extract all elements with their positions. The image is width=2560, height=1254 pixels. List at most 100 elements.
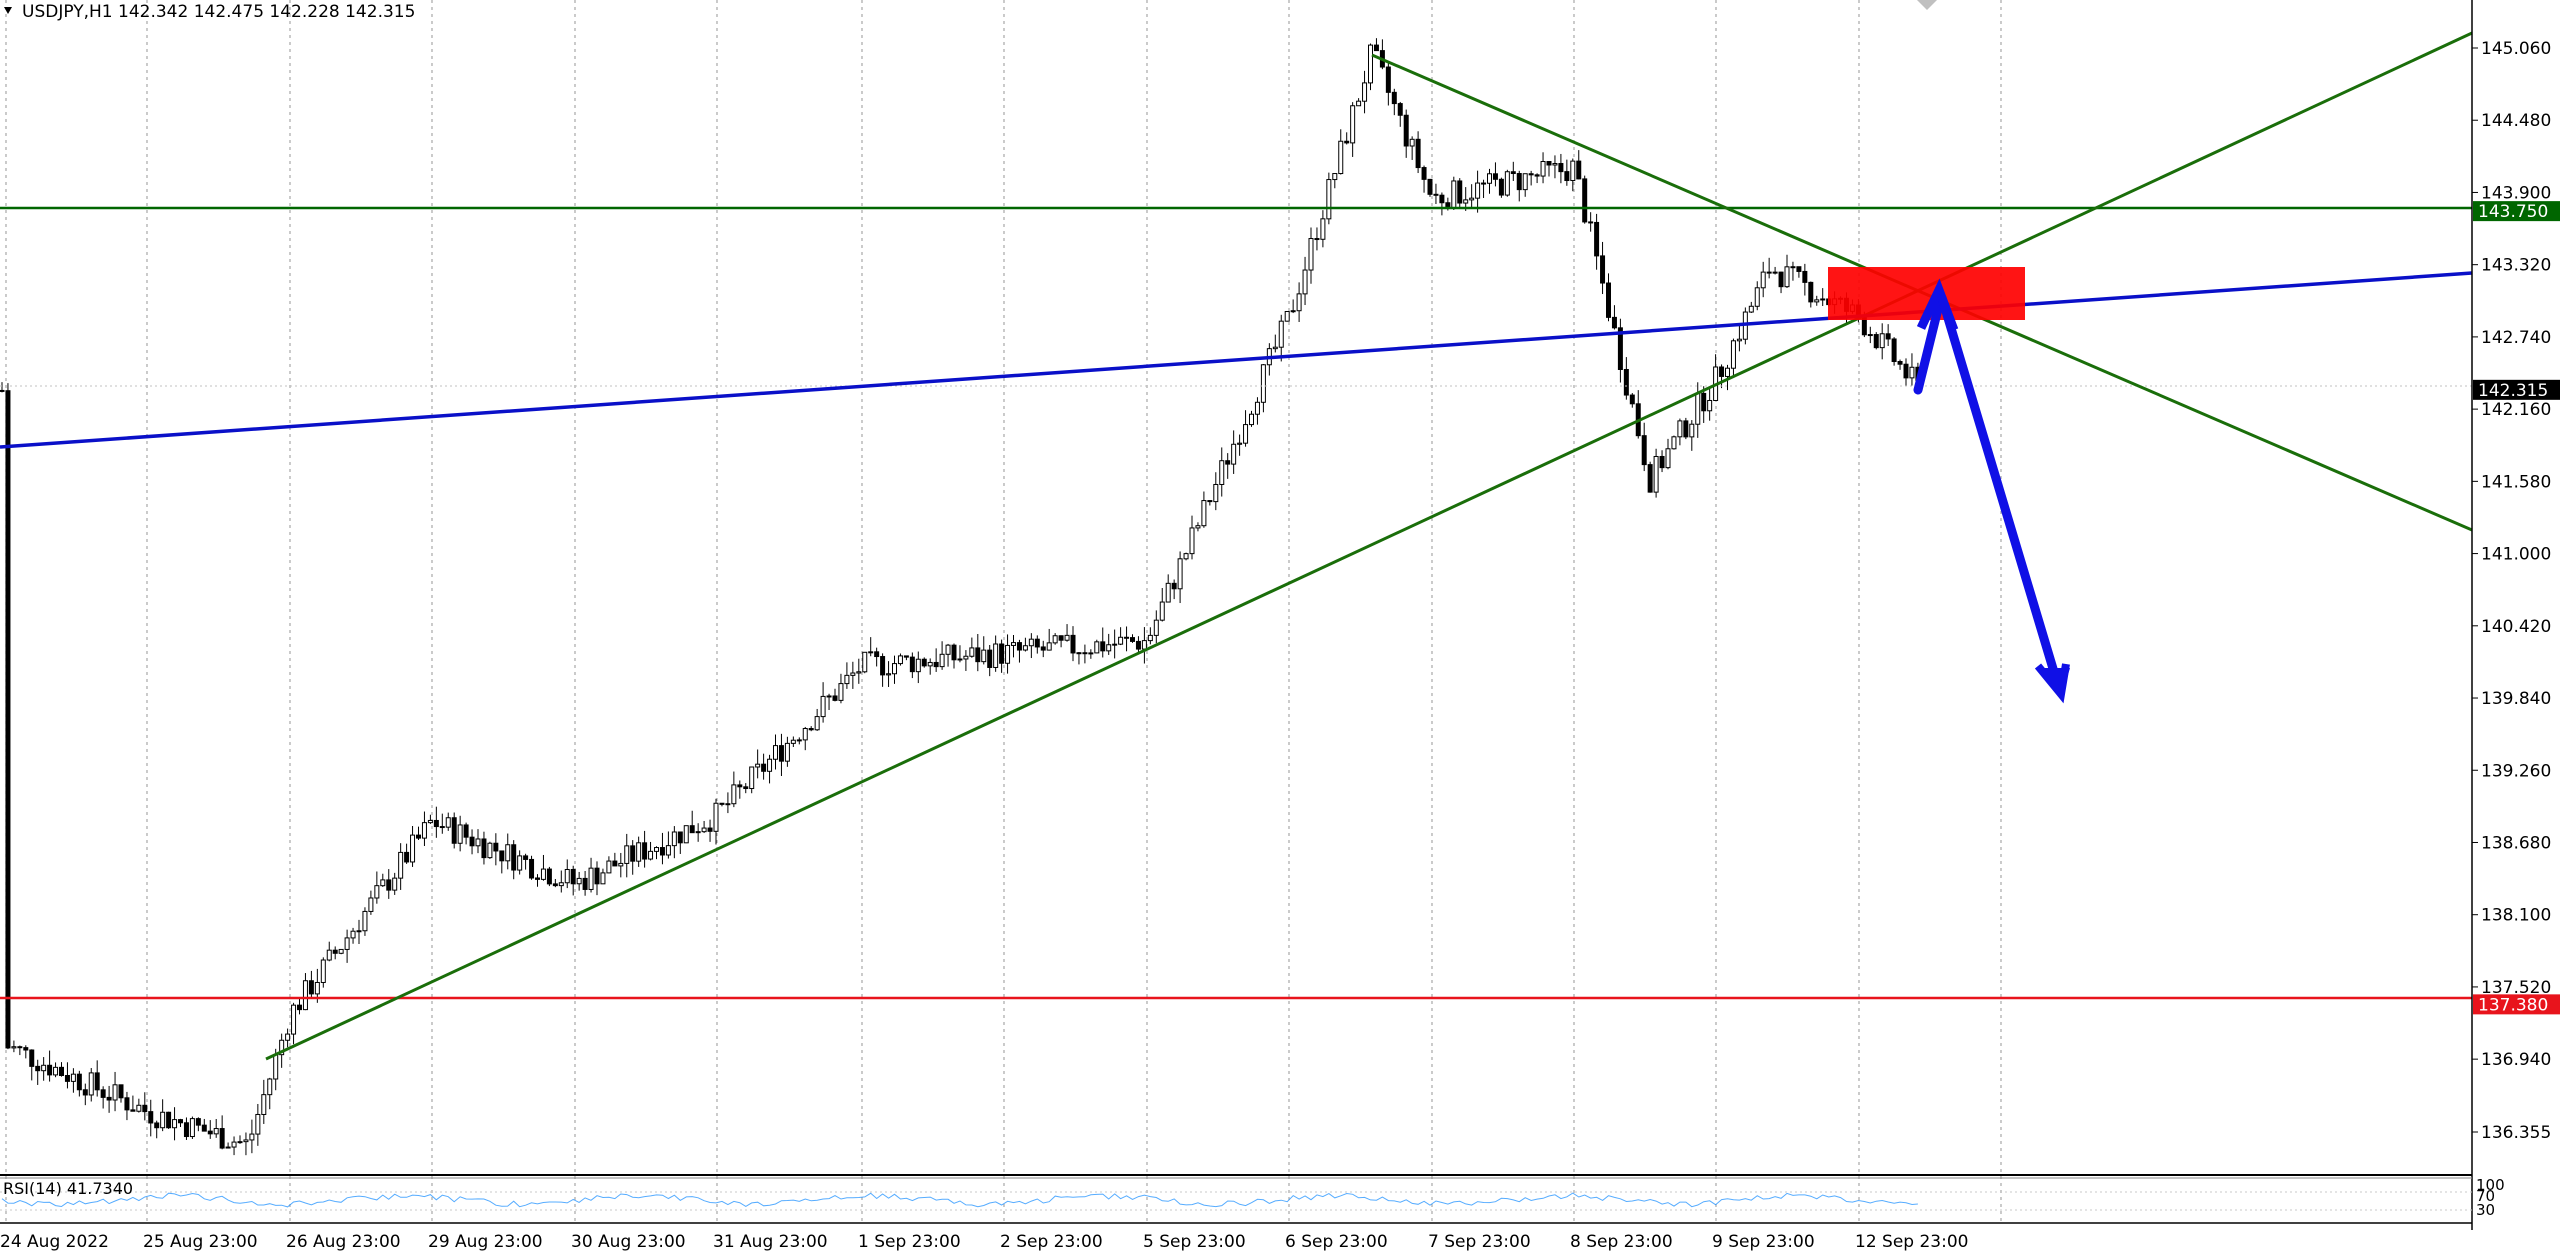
candle-body	[148, 1111, 154, 1124]
candle-body	[386, 879, 392, 891]
candle-body	[1356, 100, 1362, 107]
candle-body	[868, 651, 874, 654]
price-tick-label: 142.160	[2481, 400, 2551, 420]
candle-body	[1100, 641, 1106, 652]
candle-body	[433, 819, 439, 828]
candle-body	[1689, 423, 1695, 438]
candle-body	[1820, 298, 1826, 301]
candle-body	[291, 1004, 297, 1035]
candle-body	[761, 763, 767, 772]
candle-body	[374, 885, 380, 899]
scroll-marker-icon[interactable]	[1917, 0, 1937, 10]
candlestick-series	[0, 38, 1921, 1156]
candle-body	[350, 930, 356, 939]
price-tick-label: 137.520	[2481, 978, 2551, 998]
candle-body	[838, 683, 844, 701]
candle-body	[231, 1141, 237, 1148]
candle-body	[1701, 392, 1707, 412]
candle-body	[1153, 619, 1159, 636]
candle-body	[588, 867, 594, 890]
rsi-label: RSI(14) 41.7340	[3, 1179, 133, 1198]
candle-body	[862, 651, 868, 673]
time-axis-label: 29 Aug 23:00	[428, 1232, 543, 1252]
ascending-trendline[interactable]	[265, 31, 2473, 1061]
candle-body	[1034, 638, 1040, 648]
candle-body	[416, 834, 421, 839]
price-tick-label: 138.100	[2481, 906, 2551, 926]
candle-body	[112, 1084, 118, 1101]
candle-body	[1177, 558, 1183, 590]
candle-body	[267, 1078, 273, 1096]
forecast-arrow[interactable]	[1913, 278, 2070, 704]
candle-body	[225, 1146, 231, 1149]
candle-body	[1600, 255, 1606, 284]
candle-body	[255, 1113, 261, 1135]
rsi-level-70-label: 70	[2476, 1187, 2495, 1205]
candle-body	[1909, 366, 1915, 379]
candle-body	[1165, 582, 1171, 603]
candle-body	[850, 672, 856, 676]
candle-body	[987, 649, 993, 668]
candle-body	[439, 826, 445, 829]
candle-body	[814, 716, 820, 731]
price-tag-label: 143.750	[2478, 202, 2548, 222]
price-tick-label: 141.000	[2481, 545, 2551, 565]
candle-body	[945, 644, 951, 655]
candle-body	[1665, 448, 1671, 469]
candle-body	[183, 1122, 189, 1138]
candle-body	[874, 651, 880, 658]
candle-body	[1397, 103, 1403, 116]
price-tick-label: 139.840	[2481, 689, 2551, 709]
candle-body	[1005, 644, 1011, 664]
candle-body	[546, 868, 552, 885]
candle-body	[1249, 413, 1254, 426]
candle-body	[671, 831, 677, 847]
candle-body	[897, 655, 903, 665]
candle-body	[1659, 455, 1665, 469]
candle-body	[1897, 361, 1903, 365]
price-tick-label: 140.420	[2481, 617, 2551, 637]
candle-body	[1469, 197, 1475, 201]
blue-trendline[interactable]	[0, 271, 2473, 449]
plot-area[interactable]	[0, 0, 2472, 1175]
candle-body	[1748, 305, 1754, 313]
candle-body	[469, 836, 475, 847]
candle-body	[540, 868, 546, 880]
candle-body	[892, 663, 897, 675]
candle-body	[279, 1039, 285, 1056]
time-axis[interactable]: 24 Aug 2022 25 Aug 23:00 26 Aug 23:00 29 Au…	[0, 1232, 1968, 1252]
price-tag-label: 137.380	[2478, 995, 2548, 1015]
candle-body	[1653, 455, 1659, 493]
candle-body	[529, 858, 535, 879]
candle-body	[76, 1073, 82, 1091]
candle-body	[499, 850, 505, 862]
candle-body	[1040, 646, 1046, 651]
time-axis-label: 25 Aug 23:00	[143, 1232, 258, 1252]
candle-body	[1695, 392, 1701, 425]
candle-body	[778, 745, 784, 762]
candle-body	[677, 831, 683, 844]
candle-body	[1766, 271, 1772, 274]
candle-body	[1528, 173, 1534, 176]
candle-body	[915, 658, 921, 673]
candle-body	[1582, 178, 1588, 223]
candle-body	[1046, 642, 1052, 651]
candle-body	[362, 910, 368, 932]
price-tick-label: 145.060	[2481, 39, 2551, 59]
candle-body	[344, 937, 350, 950]
symbol-dropdown-icon[interactable]	[4, 7, 12, 14]
price-axis[interactable]: 145.060 144.480 143.900 143.320 142.740 142.1…	[2472, 39, 2551, 1143]
candle-body	[273, 1054, 279, 1080]
candle-body	[1754, 287, 1760, 307]
price-tick-label: 136.355	[2481, 1123, 2551, 1143]
candle-body	[475, 838, 481, 847]
candle-body	[1540, 161, 1546, 177]
candle-body	[1118, 636, 1124, 645]
candle-body	[195, 1118, 201, 1126]
candle-body	[1052, 635, 1058, 644]
candle-body	[0, 389, 5, 392]
candle-body	[511, 844, 517, 871]
candle-body	[1451, 180, 1457, 209]
time-axis-label: 9 Sep 23:00	[1712, 1232, 1815, 1252]
